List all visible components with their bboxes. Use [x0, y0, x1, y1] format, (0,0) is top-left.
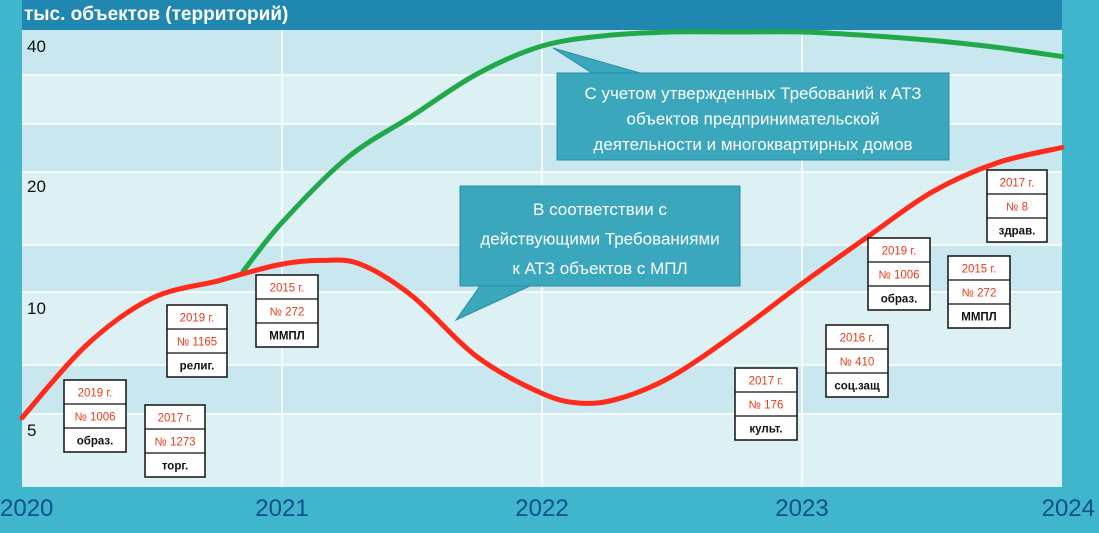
callout-text-line: В соответствии с	[533, 200, 667, 219]
annotation-label: соц.защ	[834, 381, 880, 393]
annotation-box: 2015 г. № 272 ММПЛ	[255, 274, 319, 348]
annotation-number: № 1006	[878, 270, 919, 282]
x-tick-label: 2023	[775, 495, 828, 522]
annotation-label: образ.	[77, 436, 114, 448]
annotation-number: № 1165	[177, 337, 217, 349]
x-tick-label: 2021	[255, 495, 308, 522]
annotation-number: № 8	[1006, 202, 1028, 214]
annotation-box: 2019 г. № 1165 религ.	[166, 304, 228, 378]
annotation-number: № 272	[962, 288, 997, 300]
y-tick-label: 5	[27, 421, 36, 440]
annotation-box-frame	[825, 324, 889, 398]
callout-green-series: С учетом утвержденных Требований к АТЗ об…	[552, 47, 950, 161]
annotation-box: 2019 г. № 1006 образ.	[63, 379, 127, 453]
annotation-box-frame	[986, 169, 1048, 243]
callout-text-line: действующими Требованиями	[480, 229, 719, 248]
annotation-number: № 272	[270, 307, 305, 319]
callout-box	[459, 185, 741, 287]
annotation-year: 2015 г.	[962, 264, 997, 276]
annotation-number: № 410	[840, 357, 875, 369]
annotation-box: 2017 г. № 176 культ.	[734, 367, 798, 441]
y-tick-label: 10	[27, 299, 46, 318]
annotation-year: 2019 г.	[882, 246, 917, 258]
callout-red-series: В соответствии с действующими Требованиям…	[454, 185, 741, 322]
annotation-box: 2016 г. № 410 соц.защ	[825, 324, 889, 398]
annotation-year: 2016 г.	[840, 333, 875, 345]
annotation-number: № 1273	[154, 437, 195, 449]
annotation-label: религ.	[180, 361, 215, 373]
annotation-year: 2017 г.	[158, 413, 193, 425]
annotation-box: 2019 г. № 1006 образ.	[867, 237, 931, 311]
annotation-box: 2017 г. № 8 здрав.	[986, 169, 1048, 243]
annotation-box-frame	[63, 379, 127, 453]
annotation-number: № 1006	[74, 412, 115, 424]
x-tick-label: 2024	[1042, 495, 1095, 522]
annotation-year: 2017 г.	[749, 376, 784, 388]
annotation-label: культ.	[749, 424, 782, 436]
annotation-box: 2015 г. № 272 ММПЛ	[947, 255, 1011, 329]
annotation-box-frame	[947, 255, 1011, 329]
callout-text-line: С учетом утвержденных Требований к АТЗ	[584, 84, 921, 103]
annotation-year: 2015 г.	[270, 283, 305, 295]
annotation-box: 2017 г. № 1273 торг.	[144, 404, 206, 478]
callout-text-line: объектов предпринимательской	[627, 109, 880, 128]
annotation-year: 2019 г.	[180, 313, 215, 325]
callout-text-line: деятельности и многоквартирных домов	[593, 135, 912, 154]
annotation-label: здрав.	[999, 226, 1036, 238]
series-line-red	[19, 145, 1065, 421]
annotation-box-frame	[144, 404, 206, 478]
annotation-box-frame	[255, 274, 319, 348]
series-line-green	[240, 29, 1065, 274]
x-tick-label: 2022	[515, 495, 568, 522]
x-tick-label: 2020	[0, 495, 53, 522]
annotation-box-frame	[734, 367, 798, 441]
callout-text-line: к АТЗ объектов с МПЛ	[512, 259, 687, 278]
annotation-year: 2019 г.	[78, 388, 113, 400]
annotation-label: образ.	[881, 294, 918, 306]
header-strip	[22, 0, 1062, 30]
annotation-label: торг.	[162, 461, 188, 473]
annotation-box-frame	[867, 237, 931, 311]
y-tick-label: 20	[27, 177, 46, 196]
annotation-box-frame	[166, 304, 228, 378]
y-tick-label: 40	[27, 37, 46, 56]
callout-box	[556, 72, 950, 161]
annotation-label: ММПЛ	[961, 312, 997, 324]
annotation-label: ММПЛ	[269, 331, 305, 343]
annotation-number: № 176	[749, 400, 784, 412]
annotation-year: 2017 г.	[1000, 178, 1035, 190]
y-axis-label: тыс. объектов (территорий)	[24, 4, 288, 25]
